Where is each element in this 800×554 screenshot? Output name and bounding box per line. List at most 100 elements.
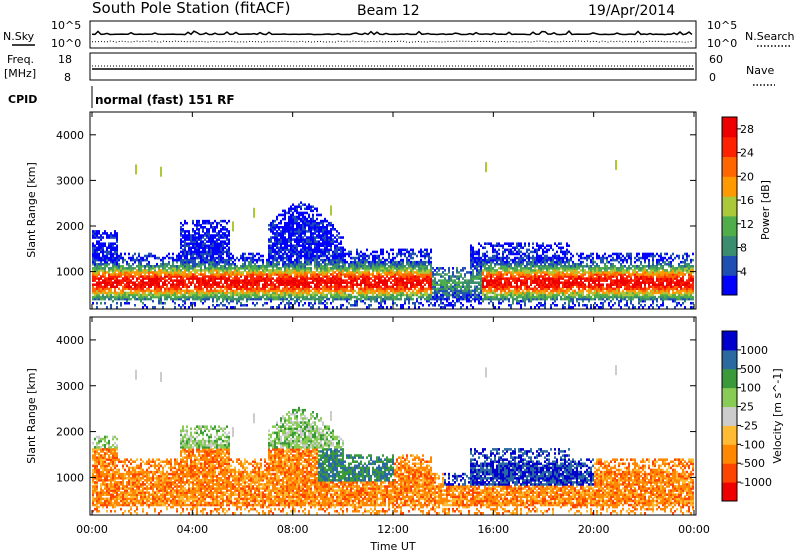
power-cell — [112, 283, 114, 287]
power-cell — [310, 226, 312, 229]
power-cell — [262, 271, 264, 274]
power-cell — [224, 269, 226, 272]
power-cell — [378, 295, 380, 299]
power-cell — [374, 264, 376, 268]
power-cell — [298, 271, 300, 274]
power-cell — [322, 236, 324, 239]
power-cell — [302, 217, 304, 221]
power-cell — [106, 281, 108, 284]
power-cell — [290, 271, 292, 274]
power-cell — [338, 269, 340, 272]
power-cell — [152, 275, 154, 278]
power-cell — [272, 293, 274, 297]
power-cell — [184, 281, 186, 284]
power-cell — [188, 234, 190, 237]
power-cell — [220, 273, 222, 276]
power-cell — [260, 258, 262, 262]
power-cell — [176, 293, 178, 297]
power-cell — [466, 283, 468, 287]
power-cell — [114, 267, 116, 270]
power-cell — [502, 252, 504, 256]
power-cell — [176, 291, 178, 295]
power-cell — [402, 291, 404, 295]
power-cell — [98, 236, 100, 239]
power-cell — [198, 252, 200, 256]
power-cell — [206, 279, 208, 282]
power-cell — [308, 213, 310, 217]
power-cell — [338, 258, 340, 262]
power-cell — [318, 285, 320, 289]
power-cell — [354, 277, 356, 280]
power-cell — [182, 250, 184, 254]
power-cell — [138, 295, 140, 299]
power-cell — [284, 297, 286, 301]
power-cell — [498, 293, 500, 297]
power-cell — [218, 271, 220, 274]
power-cell — [348, 262, 350, 266]
power-cell — [110, 277, 112, 280]
power-cell — [290, 252, 292, 256]
power-cell — [284, 293, 286, 297]
power-cell — [342, 262, 344, 266]
power-cell — [496, 269, 498, 272]
power-cell — [364, 252, 366, 256]
power-cell — [212, 285, 214, 289]
power-cell — [172, 252, 174, 256]
power-cell — [490, 267, 492, 270]
power-cell — [400, 273, 402, 276]
power-cell — [254, 293, 256, 297]
power-cell — [224, 250, 226, 254]
power-cell — [494, 283, 496, 287]
power-cell — [412, 273, 414, 276]
power-cell — [224, 242, 226, 245]
power-cell — [384, 283, 386, 287]
power-cell — [226, 279, 228, 282]
power-cell — [328, 285, 330, 289]
power-cell — [162, 264, 164, 268]
power-cell — [176, 269, 178, 272]
power-cell — [220, 281, 222, 284]
power-cell — [354, 301, 356, 305]
power-cell — [426, 279, 428, 282]
power-cell — [272, 287, 274, 291]
power-cell — [268, 252, 270, 256]
power-cell — [350, 281, 352, 284]
power-cell — [286, 267, 288, 270]
power-cell — [220, 269, 222, 272]
power-cell — [410, 271, 412, 274]
power-cell — [302, 248, 304, 252]
power-cell — [242, 293, 244, 297]
power-cell — [296, 228, 298, 231]
power-cell — [408, 295, 410, 299]
power-cell — [312, 242, 314, 245]
power-cell — [326, 271, 328, 274]
power-cell — [116, 291, 118, 295]
power-cell — [216, 256, 218, 260]
power-cell — [270, 293, 272, 297]
power-cell — [316, 256, 318, 260]
power-cell — [206, 254, 208, 258]
power-cell — [168, 256, 170, 260]
power-cell — [236, 283, 238, 287]
power-cell — [168, 291, 170, 295]
power-cell — [428, 258, 430, 262]
power-cell — [134, 271, 136, 274]
power-cell — [316, 236, 318, 239]
power-cell — [174, 267, 176, 270]
power-cell — [274, 244, 276, 248]
power-cell — [286, 238, 288, 241]
power-cell — [262, 258, 264, 262]
noise-search-trace — [92, 40, 693, 43]
power-cell — [330, 230, 332, 233]
power-cell — [360, 281, 362, 284]
power-cell — [340, 297, 342, 301]
power-cell — [98, 254, 100, 258]
power-cell — [234, 293, 236, 297]
power-cell — [312, 228, 314, 231]
power-cell — [290, 226, 292, 229]
power-cell — [362, 267, 364, 270]
power-cell — [420, 273, 422, 276]
power-cell — [222, 228, 224, 231]
power-cell — [462, 267, 464, 270]
power-cell — [234, 291, 236, 295]
